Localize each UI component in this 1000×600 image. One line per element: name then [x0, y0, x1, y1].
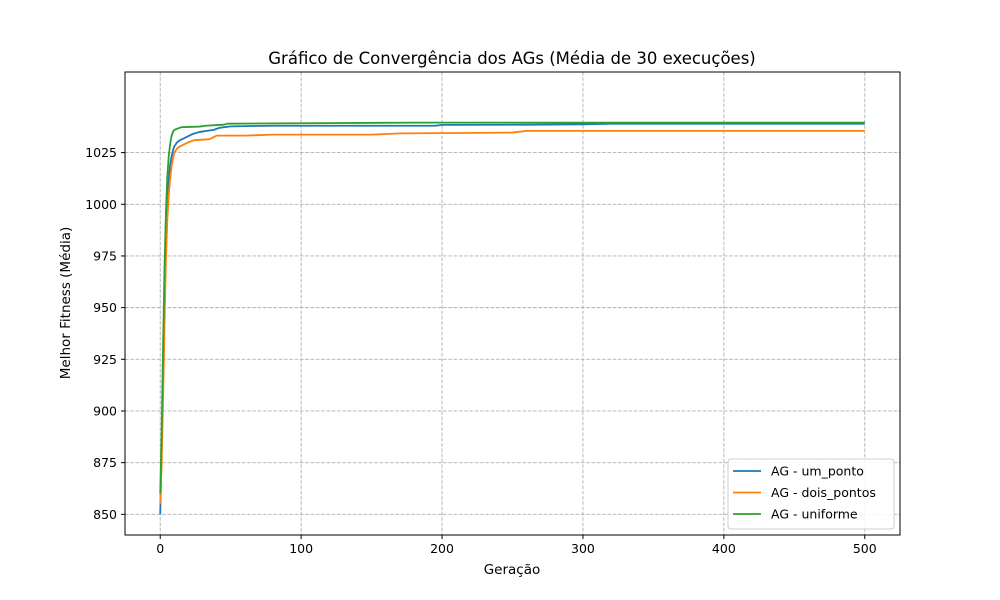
series-line-2 [159, 121, 865, 494]
legend-label-2: AG - uniforme [771, 507, 858, 522]
series-line-1 [159, 130, 865, 505]
legend-box [727, 458, 895, 530]
x-tick-label: 200 [430, 541, 454, 556]
y-tick-label: 1000 [85, 197, 117, 212]
y-tick-label: 850 [93, 507, 117, 522]
y-tick-label: 975 [93, 248, 117, 263]
x-tick-label: 0 [156, 541, 164, 556]
y-tick-label: 900 [93, 403, 117, 418]
y-tick-label: 950 [93, 300, 117, 315]
legend-label-0: AG - um_ponto [771, 464, 864, 479]
y-tick-label: 875 [93, 455, 117, 470]
grid [125, 72, 900, 535]
y-tick-label: 1025 [85, 145, 117, 160]
y-tick-label: 925 [93, 352, 117, 367]
series-lines [159, 121, 865, 515]
legend-label-1: AG - dois_pontos [771, 485, 876, 500]
y-axis-title: Melhor Fitness (Média) [58, 227, 74, 380]
chart-title: Gráfico de Convergência dos AGs (Média d… [268, 49, 755, 68]
legend: AG - um_ponto AG - dois_pontos AG - unifor… [727, 458, 895, 530]
x-axis-title: Geração [484, 562, 541, 578]
x-tick-label: 400 [712, 541, 736, 556]
plot-frame [124, 71, 901, 536]
x-tick-label: 300 [571, 541, 595, 556]
axis-ticks: 0 100 200 300 400 500 850 875 900 925 950 975 1000 10… [85, 145, 877, 556]
x-tick-label: 100 [289, 541, 313, 556]
x-tick-label: 500 [853, 541, 877, 556]
